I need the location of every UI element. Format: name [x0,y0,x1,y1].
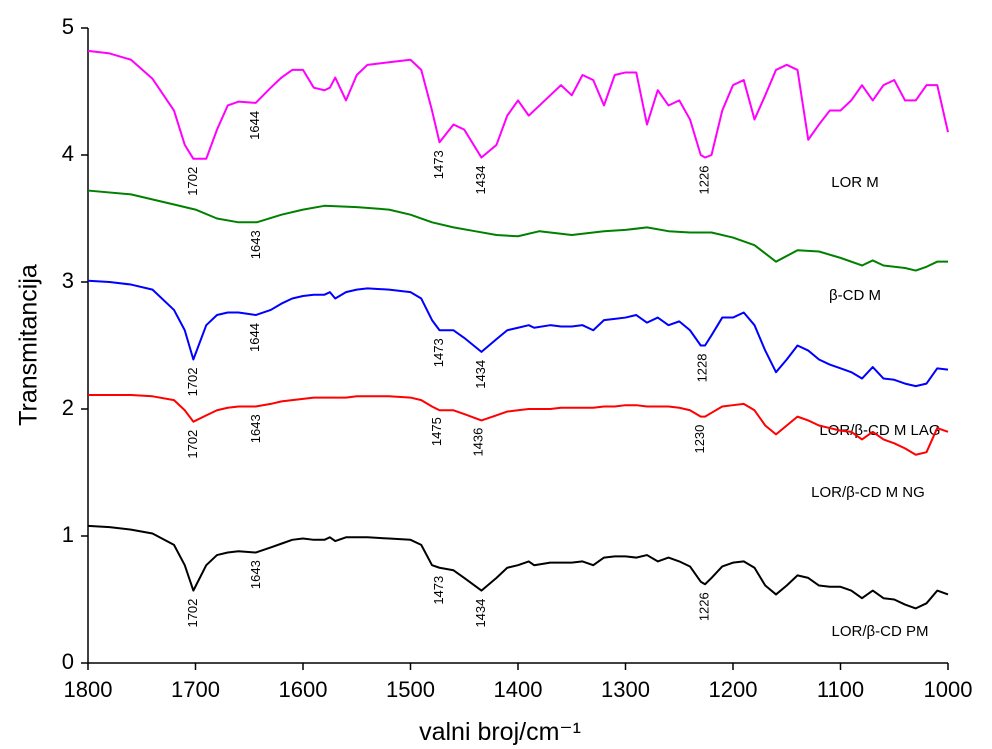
x-tick-label: 1300 [601,677,650,702]
peak-label: 1434 [473,166,488,195]
peak-label: 1228 [694,354,709,383]
peak-label: 1436 [471,428,486,457]
peak-label: 1226 [696,592,711,621]
x-tick-label: 1100 [817,677,864,702]
peak-label: 1473 [431,576,446,605]
peak-label: 1434 [473,599,488,628]
peak-label: 1643 [248,414,263,443]
y-axis-title: Transmitancija [15,264,43,426]
peak-label: 1643 [248,230,263,259]
peak-label: 1702 [185,430,200,459]
x-tick-label: 1500 [386,677,435,702]
peak-label: 1702 [185,367,200,396]
series-line [87,189,948,272]
series-line [87,279,949,388]
peak-label: 1434 [473,360,488,389]
peak-label: 1475 [429,417,444,446]
peak-label: 1473 [431,338,446,367]
y-tick-label: 2 [62,395,74,420]
peak-label: 1644 [247,323,262,352]
x-tick-label: 1200 [709,677,758,702]
peak-label: 1702 [185,599,200,628]
series-label: LOR/β-CD M LAG [819,422,940,439]
series-line [87,49,949,160]
series-label: LOR/β-CD PM [832,623,929,640]
peak-label: 1702 [185,167,200,196]
y-tick-label: 0 [62,649,74,674]
x-tick-label: 1700 [171,677,220,702]
y-tick-label: 5 [62,14,74,39]
x-tick-label: 1400 [494,677,543,702]
peak-label: 1644 [247,111,262,140]
peak-label: 1643 [248,560,263,589]
series-label: LOR M [831,174,879,191]
series-label: LOR/β-CD M NG [811,484,925,501]
peak-label: 1473 [431,150,446,179]
x-tick-label: 1800 [64,677,113,702]
peak-label: 1230 [692,425,707,454]
y-tick-label: 4 [62,141,74,166]
x-tick-label: 1600 [279,677,328,702]
x-axis-title: valni broj/cm⁻¹ [419,718,581,746]
series-line [87,524,949,610]
peak-label: 1226 [696,166,711,195]
series-line [88,394,949,456]
y-tick-label: 1 [62,522,74,547]
x-tick-label: 1000 [924,677,973,702]
series-label: β-CD M [829,287,881,304]
y-tick-label: 3 [62,268,74,293]
